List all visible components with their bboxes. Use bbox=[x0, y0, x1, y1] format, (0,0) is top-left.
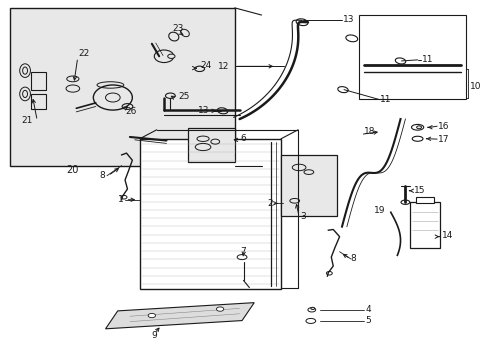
Ellipse shape bbox=[105, 93, 120, 102]
Text: 19: 19 bbox=[374, 206, 385, 215]
Text: 24: 24 bbox=[200, 62, 211, 71]
Text: 23: 23 bbox=[172, 24, 183, 33]
Text: 14: 14 bbox=[441, 231, 452, 240]
Text: 13: 13 bbox=[198, 105, 209, 114]
Ellipse shape bbox=[310, 307, 314, 310]
Text: 26: 26 bbox=[125, 107, 136, 116]
Text: 5: 5 bbox=[365, 316, 370, 325]
Bar bbox=[10, 8, 234, 166]
Text: 18: 18 bbox=[363, 127, 375, 136]
Text: 7: 7 bbox=[240, 247, 246, 256]
Ellipse shape bbox=[416, 126, 421, 129]
Bar bbox=[358, 15, 466, 99]
Text: 15: 15 bbox=[413, 186, 425, 195]
Ellipse shape bbox=[148, 314, 155, 318]
Text: 9: 9 bbox=[151, 332, 156, 341]
Bar bbox=[31, 72, 46, 90]
Text: 1: 1 bbox=[118, 195, 123, 204]
Bar bbox=[140, 139, 281, 289]
Text: 21: 21 bbox=[21, 116, 33, 125]
Text: 13: 13 bbox=[342, 15, 354, 24]
Bar bbox=[415, 197, 433, 203]
Ellipse shape bbox=[22, 67, 27, 74]
Bar bbox=[281, 155, 336, 216]
Text: 11: 11 bbox=[421, 55, 432, 64]
Text: 4: 4 bbox=[365, 305, 370, 314]
Text: 22: 22 bbox=[79, 49, 90, 58]
Polygon shape bbox=[105, 303, 254, 329]
Text: 16: 16 bbox=[437, 122, 448, 131]
Text: 3: 3 bbox=[300, 212, 305, 221]
Text: 10: 10 bbox=[469, 82, 480, 91]
Text: 17: 17 bbox=[437, 135, 448, 144]
Text: 8: 8 bbox=[100, 171, 105, 180]
Text: 8: 8 bbox=[350, 254, 356, 263]
Ellipse shape bbox=[167, 54, 175, 58]
Ellipse shape bbox=[22, 90, 27, 98]
Text: 20: 20 bbox=[66, 165, 79, 175]
Bar bbox=[409, 202, 439, 248]
Bar bbox=[31, 94, 46, 109]
Bar bbox=[188, 128, 234, 162]
Text: 6: 6 bbox=[240, 134, 246, 143]
Text: 2: 2 bbox=[266, 199, 272, 208]
Ellipse shape bbox=[216, 307, 224, 311]
Text: 12: 12 bbox=[217, 62, 228, 71]
Text: 11: 11 bbox=[379, 95, 391, 104]
Text: 25: 25 bbox=[178, 92, 190, 101]
